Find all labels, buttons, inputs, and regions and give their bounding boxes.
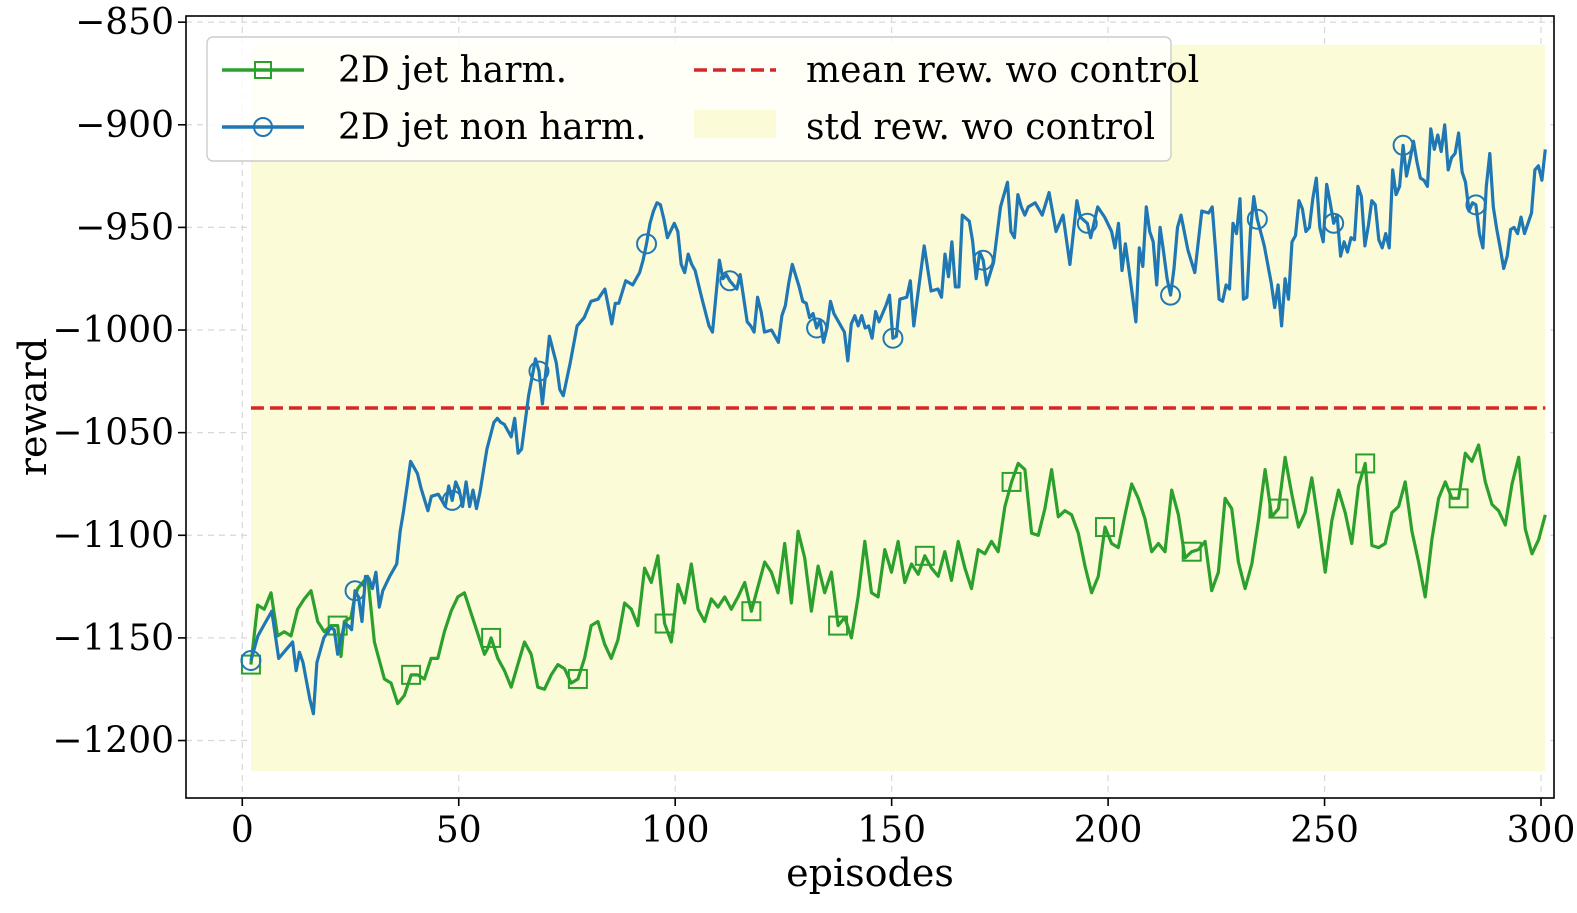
- series-1-marker-9: [1076, 212, 1098, 234]
- y-tick-label-2: −950: [75, 207, 174, 248]
- series-1-marker-7: [882, 327, 904, 349]
- legend: 2D jet harm. 2D jet non harm. mean rew. …: [206, 36, 1199, 162]
- legend-label-nonharm: 2D jet non harm.: [338, 107, 647, 148]
- legend-label-mean: mean rew. wo control: [806, 50, 1199, 91]
- series-0-marker-7: [828, 615, 849, 636]
- series-1-marker-2: [441, 489, 463, 511]
- x-tick-label-5: 250: [1290, 810, 1359, 851]
- series-1-marker-12: [1323, 212, 1345, 234]
- x-tick-label-0: 0: [231, 810, 254, 851]
- series-layer: [240, 123, 1547, 716]
- tick-layer: 0 50 100 150 200 250 300 −850 −900 −950 −1000 −1050…: [52, 2, 1575, 851]
- series-1-marker-8: [972, 249, 994, 271]
- y-tick-label-0: −850: [75, 2, 174, 43]
- series-1-marker-6: [806, 317, 828, 339]
- x-tick-label-4: 200: [1074, 810, 1143, 851]
- series-0-marker-3: [481, 627, 502, 648]
- series-line-0: [249, 443, 1547, 706]
- legend-square-marker-icon: [254, 61, 272, 79]
- series-0-marker-9: [1001, 471, 1022, 492]
- series-1-marker-13: [1392, 134, 1414, 156]
- series-1-marker-5: [719, 270, 741, 292]
- x-tick-label-6: 300: [1507, 810, 1576, 851]
- series-0-marker-11: [1181, 541, 1202, 562]
- y-tick-label-4: −1050: [52, 413, 174, 454]
- legend-label-harm: 2D jet harm.: [338, 50, 567, 91]
- series-0-marker-14: [1448, 488, 1469, 509]
- x-axis-label: episodes: [786, 851, 954, 895]
- series-1-marker-4: [636, 233, 658, 255]
- y-tick-label-3: −1000: [52, 310, 174, 351]
- series-0-marker-12: [1268, 498, 1289, 519]
- x-tick-label-2: 100: [641, 810, 710, 851]
- series-1-marker-11: [1246, 208, 1268, 230]
- y-tick-label-7: −1200: [52, 721, 174, 762]
- series-0-marker-13: [1355, 453, 1376, 474]
- y-axis-label: reward: [11, 338, 55, 476]
- series-line-1: [249, 123, 1547, 716]
- y-tick-label-6: −1150: [52, 618, 174, 659]
- series-0-marker-6: [741, 601, 762, 622]
- series-1-marker-10: [1160, 284, 1182, 306]
- legend-box: [206, 36, 1172, 162]
- series-1-marker-1: [344, 580, 366, 602]
- series-0-marker-2: [401, 664, 422, 685]
- y-tick-label-1: −900: [75, 105, 174, 146]
- series-0-marker-8: [914, 545, 935, 566]
- series-1-marker-0: [240, 649, 262, 671]
- series-0-marker-10: [1094, 517, 1115, 538]
- x-tick-label-1: 50: [436, 810, 482, 851]
- plot-frame: [185, 15, 1555, 799]
- y-tick-label-5: −1100: [52, 515, 174, 556]
- legend-circle-marker-icon: [253, 117, 273, 137]
- series-0-marker-4: [567, 668, 588, 689]
- series-1-marker-14: [1465, 194, 1487, 216]
- legend-label-std: std rew. wo control: [806, 107, 1155, 148]
- series-1-marker-3: [528, 360, 550, 382]
- x-tick-label-3: 150: [857, 810, 926, 851]
- legend-std-patch: [694, 110, 776, 138]
- series-0-marker-5: [654, 613, 675, 634]
